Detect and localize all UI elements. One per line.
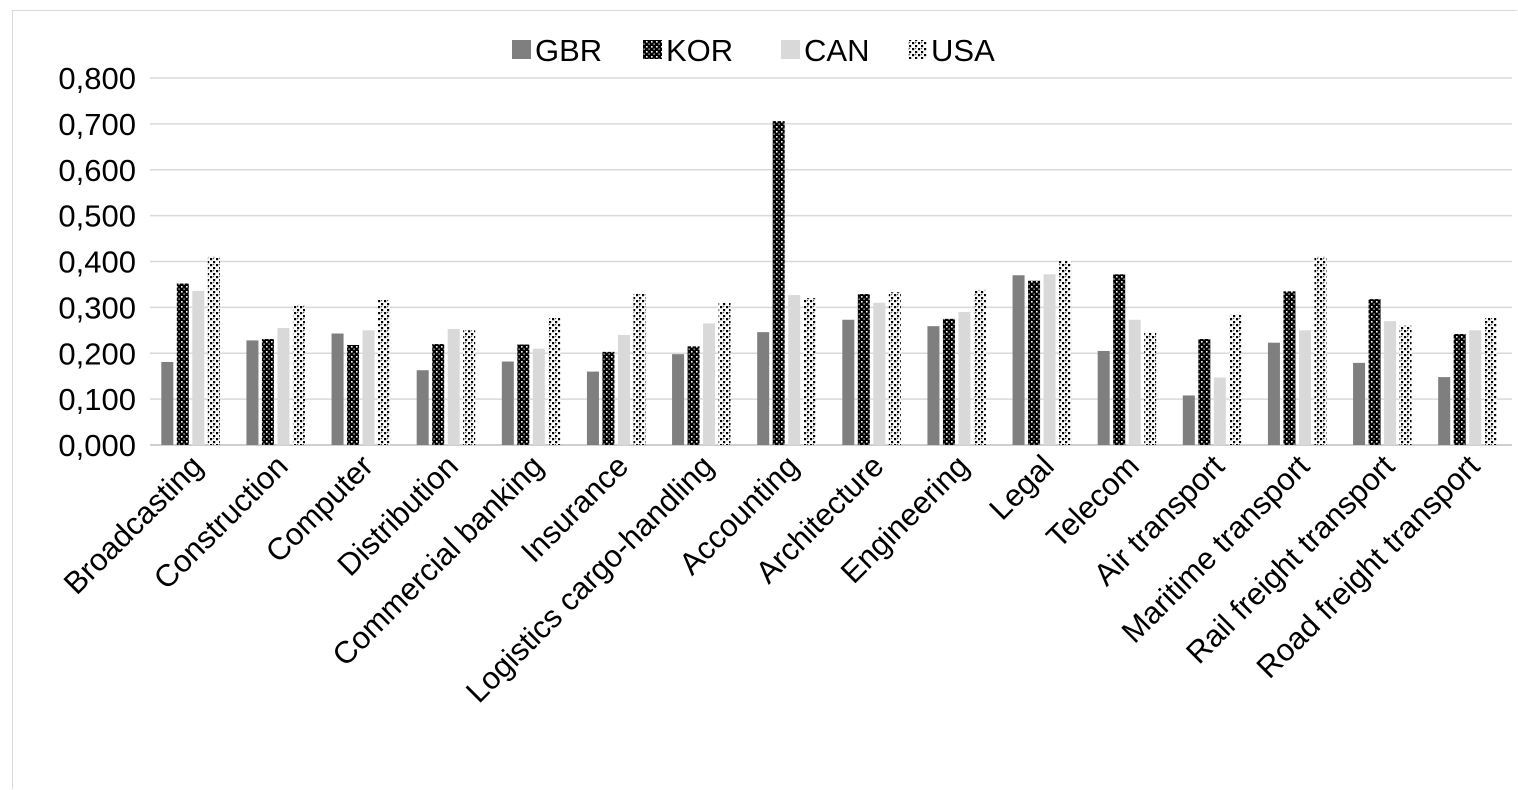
y-axis: 0,000 0,100 0,200 0,300 0,400 0,500 0,600 0,700…	[58, 61, 136, 463]
bar-can	[958, 311, 971, 445]
bar-kor	[347, 344, 360, 445]
legend-label-gbr: GBR	[535, 33, 602, 68]
bar-can	[703, 323, 716, 445]
bar-usa	[1144, 332, 1157, 445]
bar-usa	[888, 292, 901, 445]
legend-label-can: CAN	[804, 33, 869, 68]
bar-usa	[1399, 325, 1412, 445]
bar-kor	[261, 339, 274, 445]
y-tick-label: 0,500	[58, 199, 136, 234]
bar-can	[1128, 319, 1141, 445]
bar-usa	[292, 305, 305, 445]
bar-can	[1384, 321, 1397, 445]
bar-can	[1043, 274, 1056, 445]
bar-kor	[1198, 339, 1211, 445]
bar-usa	[718, 302, 731, 445]
bar-usa	[1229, 314, 1242, 445]
y-tick-label: 0,600	[58, 153, 136, 188]
bar-kor	[857, 294, 870, 445]
bar-usa	[463, 330, 476, 445]
bar-usa	[1059, 261, 1072, 445]
y-tick-label: 0,700	[58, 107, 136, 142]
bar-usa	[803, 298, 816, 445]
y-tick-label: 0,300	[58, 290, 136, 325]
bar-kor	[1113, 274, 1126, 445]
bar-gbr	[246, 340, 259, 445]
bar-kor	[1453, 333, 1466, 445]
bar-kor	[432, 344, 445, 445]
bar-kor	[687, 346, 700, 445]
bar-gbr	[1438, 377, 1451, 445]
bar-usa	[973, 289, 986, 445]
legend-swatch-can	[781, 40, 800, 59]
y-tick-label: 0,000	[58, 428, 136, 463]
bar-usa	[207, 256, 220, 445]
bar-gbr	[672, 354, 685, 445]
bar-kor	[517, 344, 530, 445]
legend: GBR KOR CAN USA	[512, 33, 995, 68]
bar-can	[532, 348, 545, 445]
bar-gbr	[1267, 342, 1280, 445]
bar-gbr	[416, 370, 429, 445]
bar-kor	[1368, 299, 1381, 445]
bar-usa	[1484, 317, 1497, 445]
bar-gbr	[161, 361, 174, 445]
y-tick-label: 0,400	[58, 245, 136, 280]
x-axis: BroadcastingConstructionComputerDistribu…	[57, 448, 1487, 709]
bar-gbr	[501, 361, 514, 445]
bar-gbr	[586, 371, 599, 445]
bar-gbr	[1182, 395, 1195, 445]
bar-gbr	[842, 319, 855, 445]
bar-gbr	[757, 332, 770, 445]
bar-kor	[942, 318, 955, 445]
bar-gbr	[1012, 275, 1025, 445]
bar-gbr	[331, 333, 344, 445]
bar-can	[362, 330, 375, 445]
y-tick-label: 0,800	[58, 61, 136, 96]
bar-can	[447, 328, 460, 445]
bar-can	[873, 302, 886, 445]
bar-kor	[176, 283, 189, 445]
legend-swatch-gbr	[512, 40, 531, 59]
bar-kor	[1283, 291, 1296, 445]
bar-can	[617, 334, 630, 445]
y-tick-label: 0,200	[58, 336, 136, 371]
legend-label-usa: USA	[931, 33, 995, 68]
bar-kor	[602, 351, 615, 445]
bar-can	[1213, 377, 1226, 445]
legend-swatch-usa	[908, 40, 927, 59]
legend-swatch-kor	[643, 40, 662, 59]
bar-gbr	[1097, 350, 1110, 445]
bar-can	[277, 328, 290, 445]
y-tick-label: 0,100	[58, 382, 136, 417]
bar-usa	[1314, 256, 1327, 445]
category-label: Legal	[982, 448, 1060, 526]
bar-can	[1469, 330, 1482, 445]
bar-gbr	[1353, 362, 1366, 445]
chart-frame	[12, 10, 1517, 789]
bar-kor	[1028, 280, 1041, 445]
bar-gbr	[927, 326, 940, 445]
bar-kor	[772, 121, 785, 445]
bar-can	[788, 294, 801, 445]
bar-usa	[633, 293, 646, 445]
legend-label-kor: KOR	[666, 33, 733, 68]
bar-can	[1298, 330, 1311, 445]
bar-usa	[378, 299, 391, 445]
bar-can	[192, 290, 205, 445]
bar-usa	[548, 317, 561, 445]
bars	[161, 121, 1497, 445]
